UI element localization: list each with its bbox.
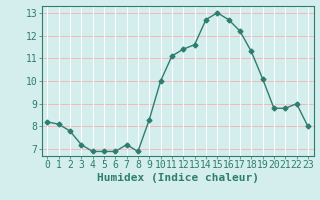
- X-axis label: Humidex (Indice chaleur): Humidex (Indice chaleur): [97, 173, 259, 183]
